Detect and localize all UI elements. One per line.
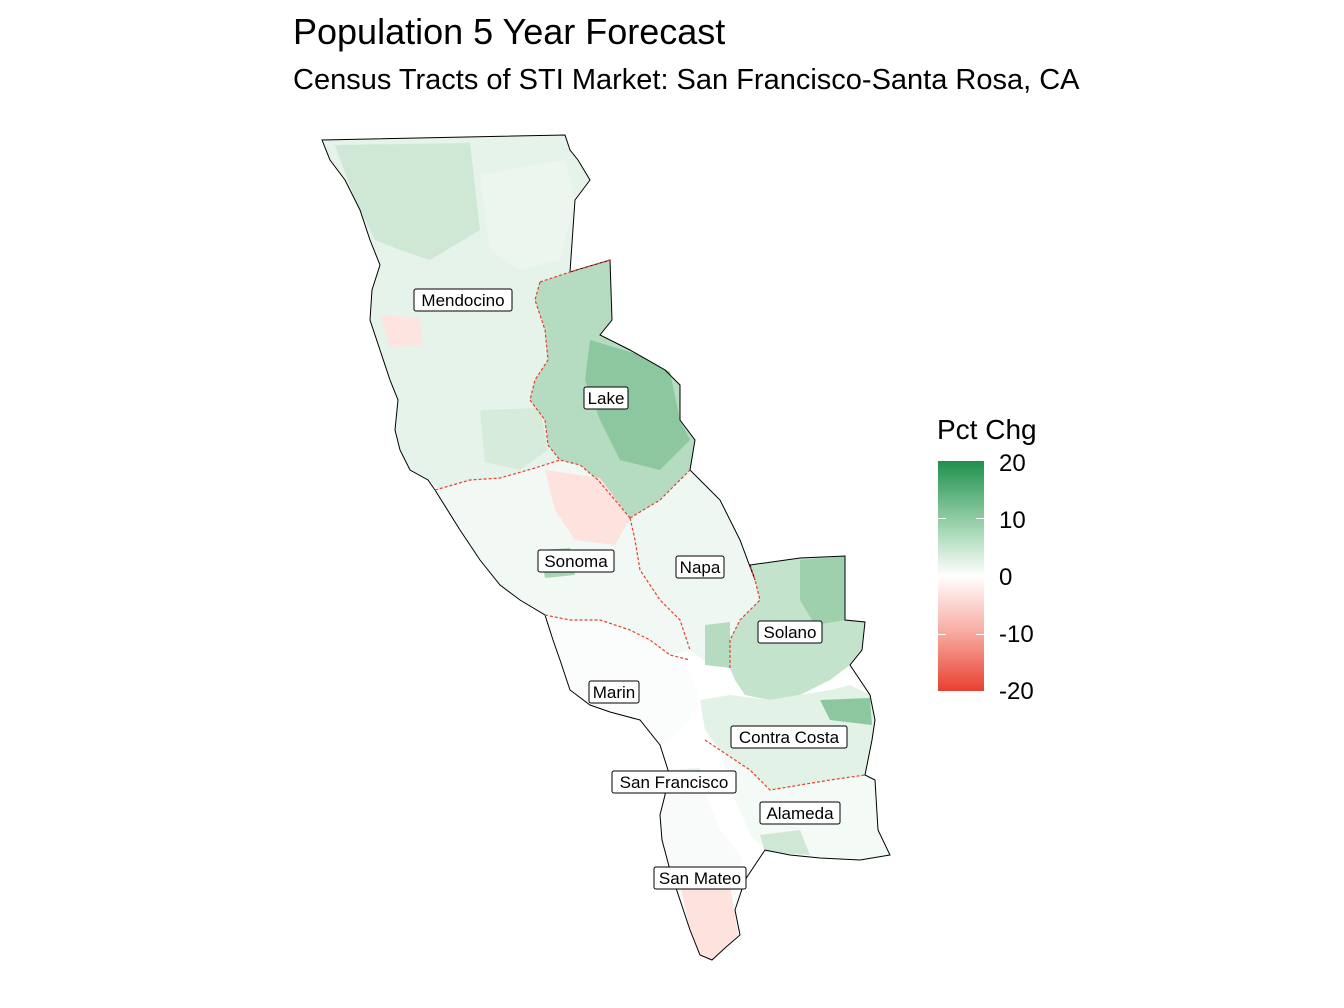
tract-shade	[480, 408, 548, 470]
tract-shade	[585, 340, 690, 470]
label-lake: Lake	[583, 386, 629, 410]
tract-shade	[800, 556, 845, 625]
tract-shade	[335, 143, 480, 260]
tract-shade	[380, 315, 422, 348]
legend-tickmark	[976, 576, 984, 577]
svg-text:Sonoma: Sonoma	[544, 552, 608, 571]
tract-shade	[820, 698, 872, 725]
legend-tickmark	[938, 518, 946, 519]
legend-tickmark	[938, 576, 946, 577]
label-marin: Marin	[588, 680, 640, 704]
county-boundaries	[434, 259, 866, 791]
label-san-francisco: San Francisco	[611, 770, 737, 794]
label-san-mateo: San Mateo	[653, 866, 747, 890]
legend-tickmark	[938, 634, 946, 635]
svg-text:Contra Costa: Contra Costa	[739, 728, 840, 747]
svg-text:Solano: Solano	[764, 623, 817, 642]
svg-text:San Mateo: San Mateo	[659, 869, 741, 888]
svg-text:Alameda: Alameda	[766, 804, 834, 823]
legend-tick-label: 20	[999, 450, 1026, 477]
label-contra-costa: Contra Costa	[730, 725, 848, 749]
map-subtitle: Census Tracts of STI Market: San Francis…	[293, 64, 1080, 96]
legend-tickmark	[976, 518, 984, 519]
tract-shade	[480, 160, 575, 270]
tract-shade	[680, 885, 738, 960]
legend-tick-label: 10	[999, 507, 1026, 534]
map-title: Population 5 Year Forecast	[293, 11, 726, 52]
svg-text:Lake: Lake	[588, 389, 625, 408]
label-sonoma: Sonoma	[537, 549, 615, 573]
color-legend: Pct Chg 20 10 0 -10 -20	[935, 412, 1075, 712]
market-outline	[321, 134, 891, 961]
legend-tick-label: -10	[999, 621, 1034, 648]
county-marin	[545, 615, 700, 745]
svg-text:Mendocino: Mendocino	[421, 291, 504, 310]
label-mendocino: Mendocino	[413, 288, 513, 312]
label-napa: Napa	[675, 555, 725, 579]
legend-tick-label: -20	[999, 678, 1034, 705]
svg-text:San Francisco: San Francisco	[620, 773, 729, 792]
label-solano: Solano	[757, 620, 823, 644]
tract-shade	[545, 470, 630, 545]
tract-shade	[760, 830, 810, 855]
legend-tick-label: 0	[999, 564, 1013, 591]
tract-shade	[705, 622, 730, 668]
label-alameda: Alameda	[759, 801, 841, 825]
legend-tickmark	[976, 634, 984, 635]
svg-text:Marin: Marin	[593, 683, 636, 702]
svg-text:Napa: Napa	[680, 558, 721, 577]
legend-title: Pct Chg	[937, 414, 1037, 445]
